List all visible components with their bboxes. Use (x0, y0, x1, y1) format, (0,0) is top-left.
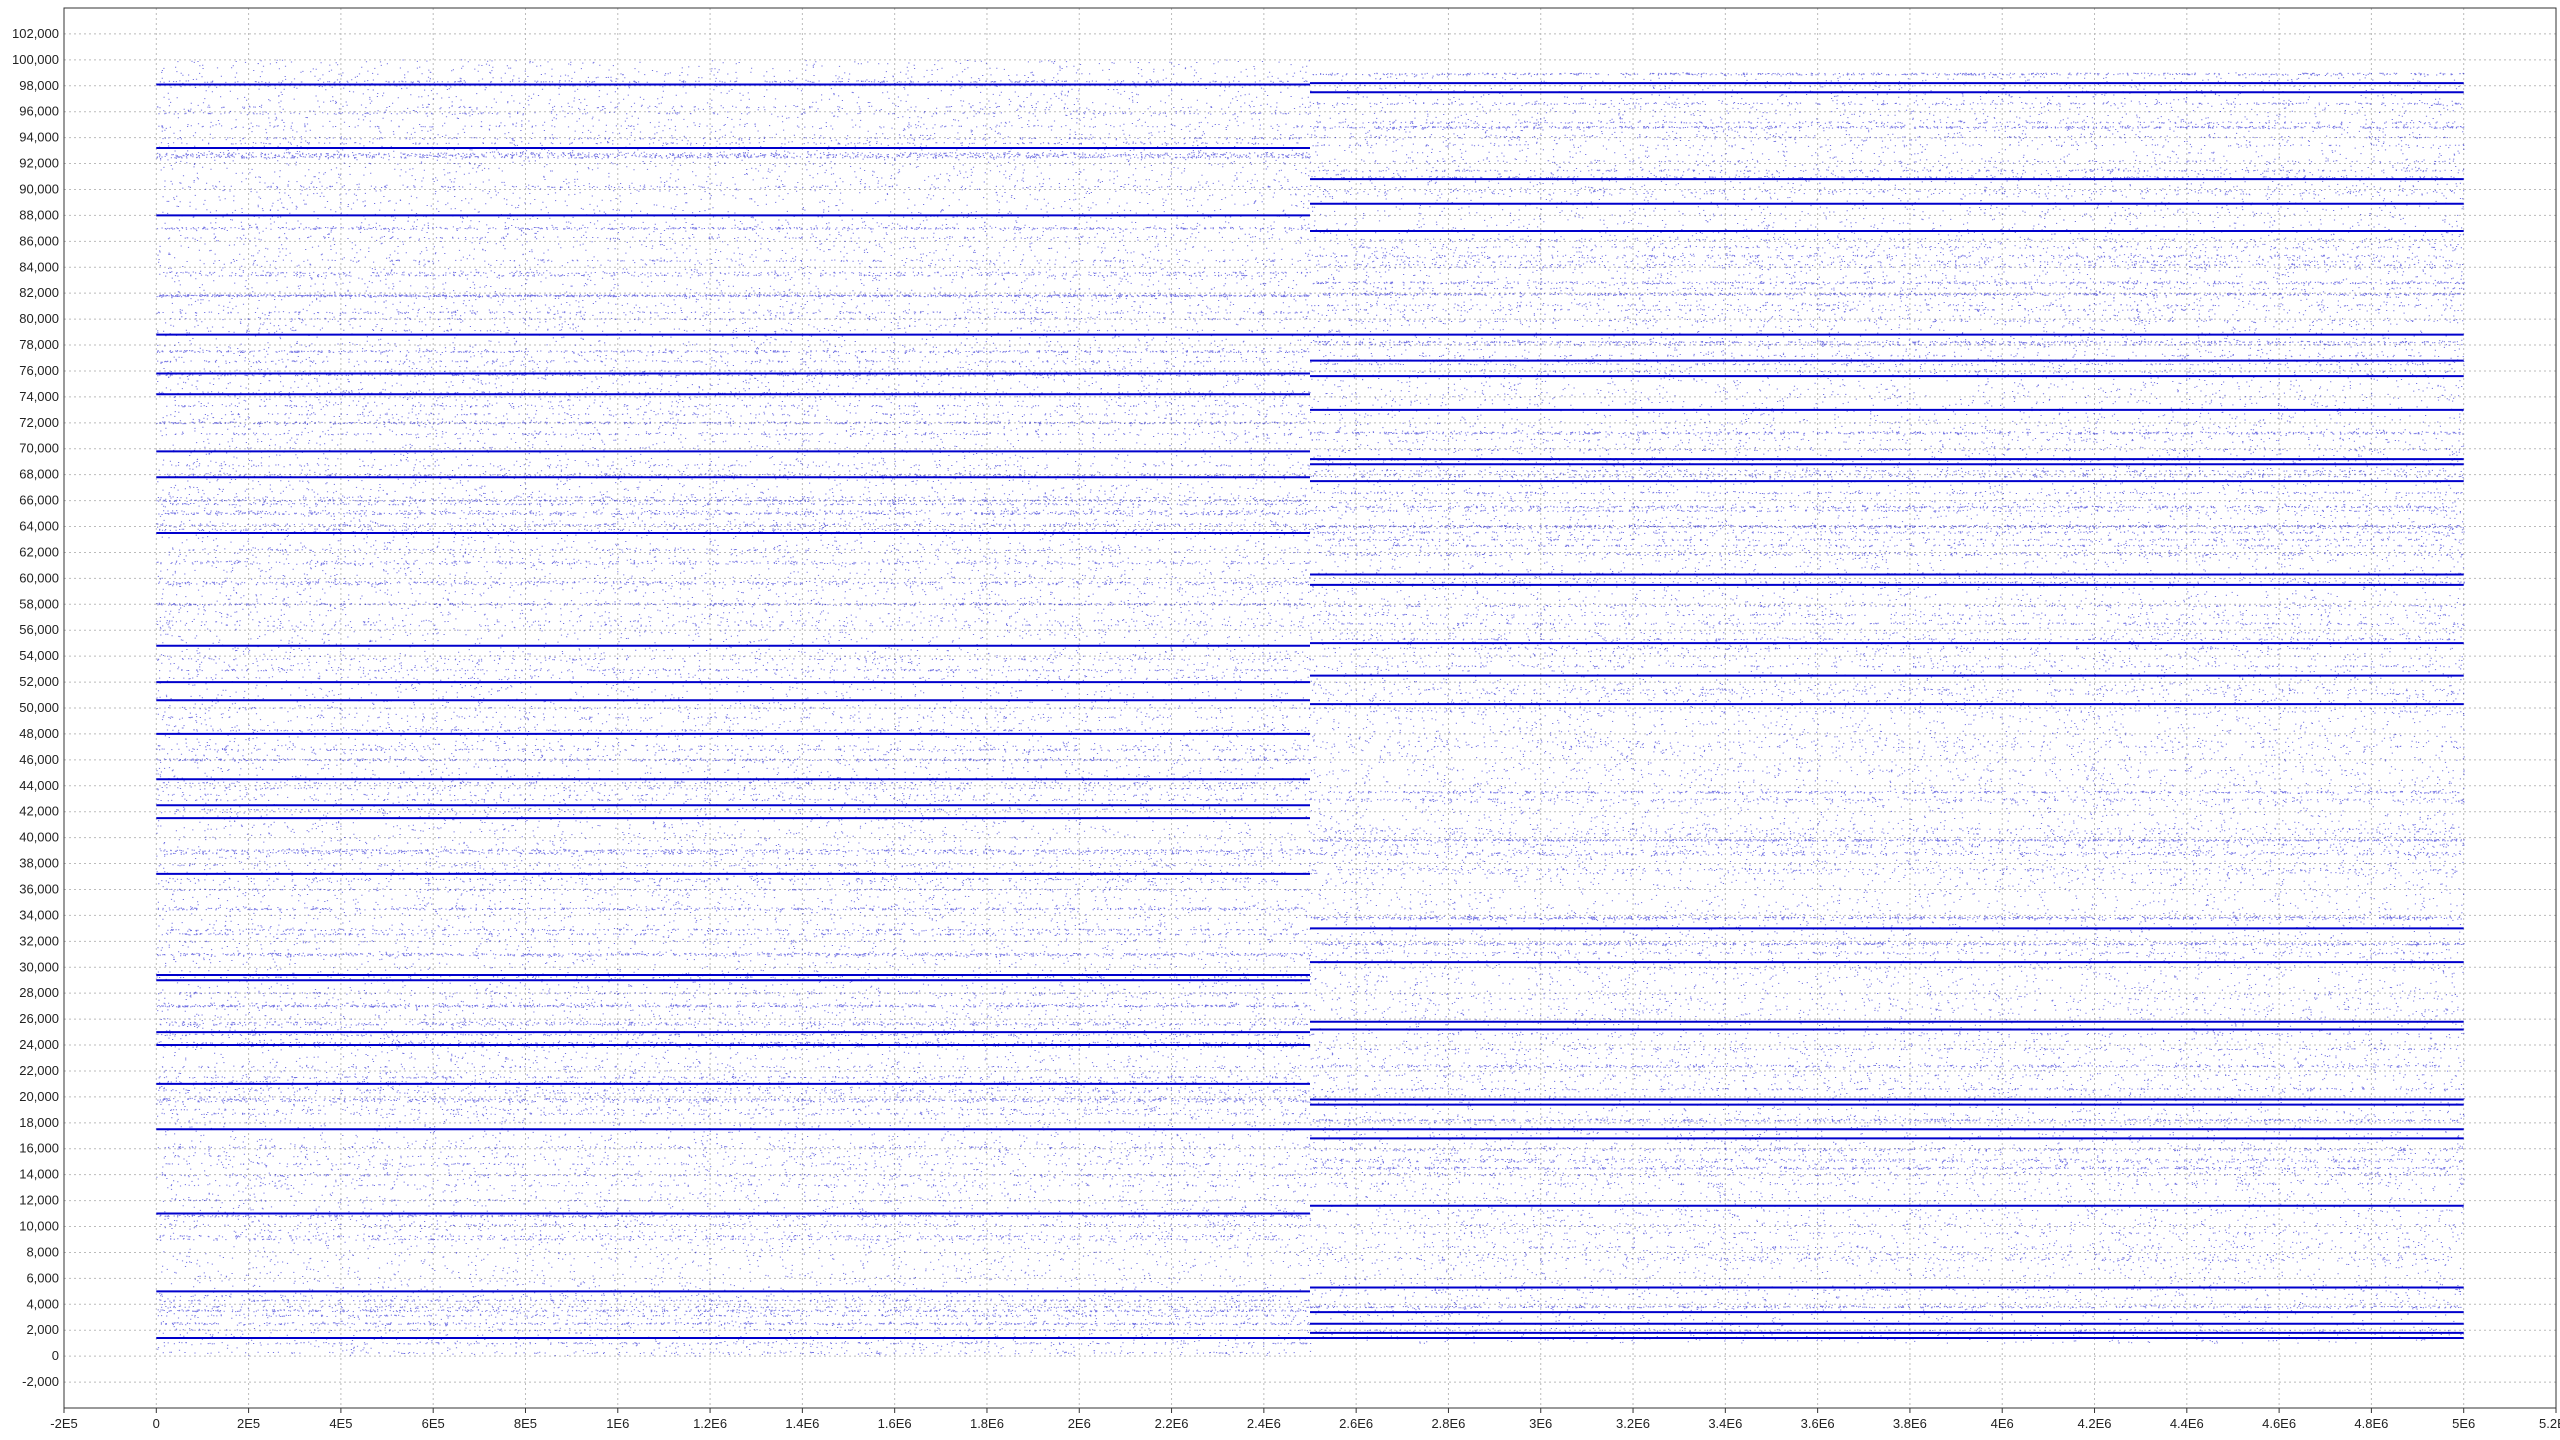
y-tick-label: 52,000 (19, 674, 59, 689)
y-tick-label: 88,000 (19, 207, 59, 222)
x-tick-label: 4E5 (329, 1416, 352, 1431)
y-tick-label: 36,000 (19, 881, 59, 896)
x-tick-label: 4.8E6 (2354, 1416, 2388, 1431)
x-tick-label: 4.2E6 (2078, 1416, 2112, 1431)
x-tick-label: 2E5 (237, 1416, 260, 1431)
y-tick-label: 12,000 (19, 1193, 59, 1208)
y-tick-label: 76,000 (19, 363, 59, 378)
y-tick-label: 64,000 (19, 519, 59, 534)
x-tick-label: 1E6 (606, 1416, 629, 1431)
y-tick-label: 94,000 (19, 130, 59, 145)
y-tick-label: 72,000 (19, 415, 59, 430)
y-tick-label: 50,000 (19, 700, 59, 715)
y-tick-label: 2,000 (26, 1322, 59, 1337)
x-tick-label: 2E6 (1068, 1416, 1091, 1431)
y-tick-label: 66,000 (19, 493, 59, 508)
y-tick-label: 54,000 (19, 648, 59, 663)
x-tick-label: 4E6 (1991, 1416, 2014, 1431)
x-axis: -2E5 0 2E5 4E5 6E5 8E5 1E6 1.2E6 1.4E6 1.6E6 1.8E6… (50, 1408, 2560, 1431)
y-tick-label: 98,000 (19, 78, 59, 93)
y-tick-label: 56,000 (19, 622, 59, 637)
y-tick-label: 78,000 (19, 337, 59, 352)
y-tick-label: 6,000 (26, 1270, 59, 1285)
y-tick-label: 30,000 (19, 959, 59, 974)
y-tick-label: 24,000 (19, 1037, 59, 1052)
y-tick-label: -2,000 (22, 1374, 59, 1389)
y-tick-label: 84,000 (19, 259, 59, 274)
y-tick-label: 0 (52, 1348, 59, 1363)
y-tick-label: 62,000 (19, 544, 59, 559)
y-tick-label: 20,000 (19, 1089, 59, 1104)
y-tick-label: 60,000 (19, 570, 59, 585)
y-tick-label: 92,000 (19, 156, 59, 171)
y-tick-label: 42,000 (19, 804, 59, 819)
x-tick-label: 2.6E6 (1339, 1416, 1373, 1431)
x-tick-label: 3.8E6 (1893, 1416, 1927, 1431)
y-tick-label: 18,000 (19, 1115, 59, 1130)
x-tick-label: 8E5 (514, 1416, 537, 1431)
y-tick-label: 4,000 (26, 1296, 59, 1311)
x-tick-label: 3.6E6 (1801, 1416, 1835, 1431)
x-tick-label: 5E6 (2452, 1416, 2475, 1431)
y-tick-label: 82,000 (19, 285, 59, 300)
y-tick-label: 102,000 (12, 26, 59, 41)
x-tick-label: -2E5 (50, 1416, 77, 1431)
x-tick-label: 1.4E6 (785, 1416, 819, 1431)
y-tick-label: 34,000 (19, 907, 59, 922)
x-tick-label: 4.6E6 (2262, 1416, 2296, 1431)
x-tick-label: 0 (153, 1416, 160, 1431)
x-tick-label: 3.4E6 (1708, 1416, 1742, 1431)
y-tick-label: 58,000 (19, 596, 59, 611)
y-tick-label: 38,000 (19, 856, 59, 871)
x-tick-label: 3.2E6 (1616, 1416, 1650, 1431)
y-tick-label: 96,000 (19, 104, 59, 119)
y-tick-label: 90,000 (19, 181, 59, 196)
y-tick-label: 68,000 (19, 467, 59, 482)
y-tick-label: 46,000 (19, 752, 59, 767)
x-tick-label: 3E6 (1529, 1416, 1552, 1431)
y-tick-label: 48,000 (19, 726, 59, 741)
x-tick-label: 2.4E6 (1247, 1416, 1281, 1431)
y-tick-label: 8,000 (26, 1244, 59, 1259)
data-points (156, 59, 2465, 1357)
x-tick-label: 1.8E6 (970, 1416, 1004, 1431)
y-tick-label: 74,000 (19, 389, 59, 404)
y-axis: -2,000 0 2,000 4,000 6,000 8,000 10,000 12,000 1… (12, 26, 59, 1389)
y-tick-label: 80,000 (19, 311, 59, 326)
x-tick-label: 2.8E6 (1431, 1416, 1465, 1431)
y-tick-label: 14,000 (19, 1167, 59, 1182)
y-tick-label: 86,000 (19, 233, 59, 248)
y-tick-label: 16,000 (19, 1141, 59, 1156)
x-tick-label: 6E5 (422, 1416, 445, 1431)
y-tick-label: 40,000 (19, 830, 59, 845)
y-tick-label: 100,000 (12, 52, 59, 67)
y-tick-label: 32,000 (19, 933, 59, 948)
y-tick-label: 70,000 (19, 441, 59, 456)
y-tick-label: 10,000 (19, 1219, 59, 1234)
x-tick-label: 4.4E6 (2170, 1416, 2204, 1431)
y-tick-label: 28,000 (19, 985, 59, 1000)
x-tick-label: 1.2E6 (693, 1416, 727, 1431)
x-tick-label: 2.2E6 (1155, 1416, 1189, 1431)
y-tick-label: 22,000 (19, 1063, 59, 1078)
plot-area-frame (63, 7, 2557, 1409)
x-tick-label: 5.2E6 (2539, 1416, 2560, 1431)
y-tick-label: 26,000 (19, 1011, 59, 1026)
y-tick-label: 44,000 (19, 778, 59, 793)
x-tick-label: 1.6E6 (878, 1416, 912, 1431)
